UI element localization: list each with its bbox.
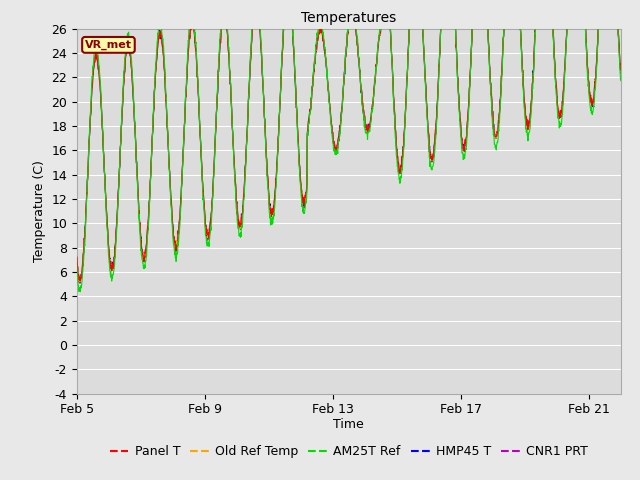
Title: Temperatures: Temperatures — [301, 11, 396, 25]
Text: VR_met: VR_met — [85, 40, 132, 50]
X-axis label: Time: Time — [333, 418, 364, 431]
Y-axis label: Temperature (C): Temperature (C) — [33, 160, 45, 262]
Legend: Panel T, Old Ref Temp, AM25T Ref, HMP45 T, CNR1 PRT: Panel T, Old Ref Temp, AM25T Ref, HMP45 … — [104, 440, 593, 463]
